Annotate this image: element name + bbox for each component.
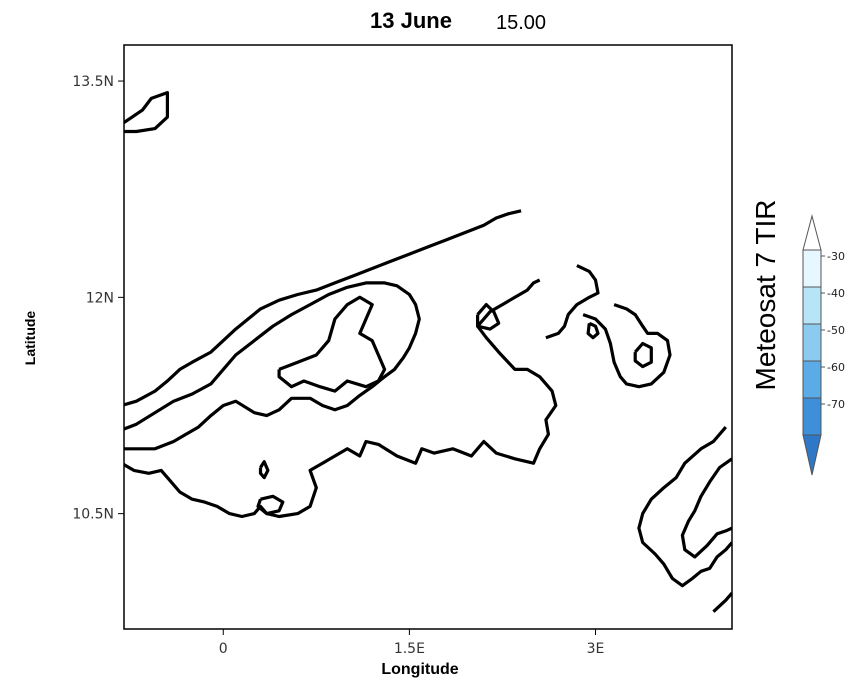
contour-east-arc-outer	[545, 264, 600, 340]
colorbar-segment	[802, 360, 822, 399]
y-tick-label: 12N	[86, 290, 114, 306]
colorbar-label: -30	[827, 250, 845, 263]
x-axis-label: Longitude	[381, 661, 459, 678]
y-tick-label: 10.5N	[72, 507, 114, 523]
colorbar-segment	[802, 397, 822, 436]
contour-small-loop-a	[256, 494, 285, 516]
colorbar-segment	[802, 323, 822, 362]
contour-inner-loop	[277, 295, 387, 393]
x-tick-label: 0	[219, 641, 228, 657]
axis-layer: 0 1.5E 3E 10.5N 12N 13.5N	[72, 74, 604, 657]
contour-se-outer	[637, 426, 732, 588]
colorbar-top-arrow	[802, 214, 822, 251]
x-tick-label: 3E	[587, 641, 605, 657]
contour-se-bottom	[712, 591, 732, 613]
colorbar-label: -60	[827, 361, 845, 374]
contour-loop-center-east	[476, 303, 501, 331]
contour-east-arc-mid	[582, 303, 672, 389]
y-tick-label: 13.5N	[72, 74, 114, 90]
contour-east-ring	[633, 341, 653, 369]
contour-se-inner	[680, 457, 732, 559]
colorbar: -30 -40 -50 -60 -70	[802, 214, 845, 476]
contour-small-loop-b	[258, 460, 270, 480]
contour-east-small-loop	[586, 321, 600, 340]
contour-layer	[124, 91, 732, 613]
colorbar-segment	[802, 286, 822, 325]
colorbar-bottom-arrow	[802, 434, 822, 476]
contour-outer-north	[124, 209, 522, 407]
contour-inner-band	[124, 281, 421, 451]
colorbar-label: -50	[827, 324, 845, 337]
chart-title: 13 June	[370, 8, 452, 33]
colorbar-label: -70	[827, 398, 845, 411]
chart-subtitle: 15.00	[496, 12, 547, 34]
colorbar-segment	[802, 249, 822, 288]
x-tick-label: 1.5E	[394, 641, 425, 657]
contour-outer-west	[124, 278, 558, 519]
colorbar-label: -40	[827, 287, 845, 300]
contour-nw-blob	[124, 91, 169, 134]
